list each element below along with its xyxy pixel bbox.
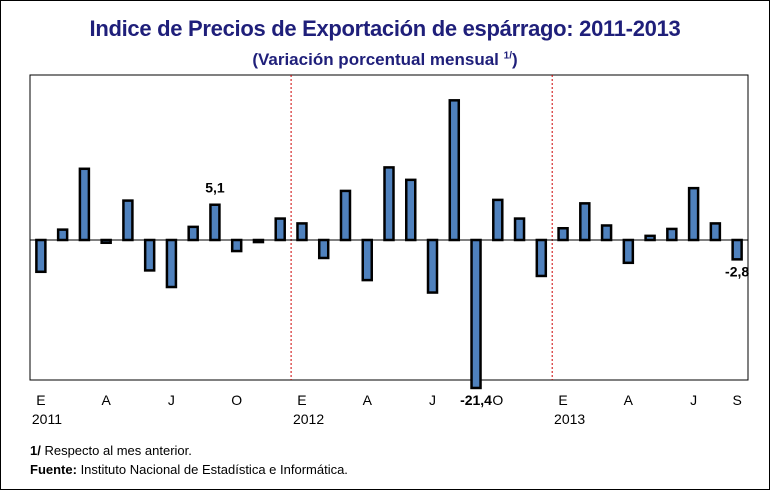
data-label-33: -2,8 <box>725 263 749 279</box>
bar-25 <box>557 226 569 242</box>
data-label-21: -21,4 <box>460 392 492 408</box>
x-tick-label-2: A <box>101 392 111 408</box>
bar-5 <box>122 199 134 242</box>
bar-18 <box>405 178 417 242</box>
bar-12 <box>274 217 286 242</box>
plot-area <box>29 74 749 381</box>
x-tick-label-6: A <box>363 392 373 408</box>
footnotes: 1/ Respecto al mes anterior. Fuente: Ins… <box>30 441 348 479</box>
footnote-1-text: Respecto al mes anterior. <box>40 443 192 458</box>
chart-subtitle: (Variación porcentual mensual 1/) <box>0 50 770 70</box>
data-label-9: 5,1 <box>205 180 225 196</box>
bar-23 <box>513 217 526 242</box>
year-label-1: 2011 <box>32 411 62 427</box>
bar-31 <box>687 186 700 242</box>
source-text: Instituto Nacional de Estadística e Info… <box>76 462 348 477</box>
bar-28 <box>622 238 635 265</box>
bar-10 <box>230 238 243 253</box>
bar-14 <box>317 238 330 260</box>
footnote-1: 1/ Respecto al mes anterior. <box>30 441 348 460</box>
bar-8 <box>187 225 199 242</box>
chart-title: Indice de Precios de Exportación de espá… <box>89 16 681 41</box>
subtitle-close: ) <box>511 50 518 69</box>
bar-33 <box>731 238 743 261</box>
subtitle-footnote-mark: 1/ <box>503 50 512 62</box>
bar-9 <box>209 203 221 242</box>
bar-13 <box>296 222 308 242</box>
bar-16 <box>361 238 373 282</box>
bar-24 <box>535 238 548 278</box>
source-note: Fuente: Instituto Nacional de Estadístic… <box>30 460 348 479</box>
bar-30 <box>666 227 678 242</box>
x-tick-label-5: E <box>297 392 306 408</box>
year-label-2: 2012 <box>293 411 324 427</box>
bar-29 <box>644 234 656 242</box>
bar-15 <box>339 189 352 242</box>
bar-6 <box>143 238 156 272</box>
bar-17 <box>383 166 395 242</box>
source-key: Fuente: <box>30 462 77 477</box>
x-tick-label-11: J <box>690 392 697 408</box>
x-tick-label-8: O <box>492 392 503 408</box>
footnote-1-key: 1/ <box>30 443 41 458</box>
bar-3 <box>78 167 91 242</box>
bar-11 <box>252 238 265 244</box>
subtitle-text: (Variación porcentual mensual <box>252 50 504 69</box>
bar-1 <box>35 238 47 274</box>
bar-19 <box>426 238 439 294</box>
bar-20 <box>448 99 461 242</box>
bar-32 <box>709 222 722 242</box>
bar-26 <box>579 202 591 242</box>
bar-22 <box>492 198 504 242</box>
year-label-3: 2013 <box>554 411 585 427</box>
bar-7 <box>165 238 178 289</box>
bar-4 <box>100 238 112 245</box>
x-tick-label-10: A <box>624 392 634 408</box>
x-tick-label-1: E <box>36 392 45 408</box>
bar-2 <box>56 228 69 242</box>
x-tick-label-12: S <box>732 392 741 408</box>
x-tick-label-4: O <box>231 392 242 408</box>
bar-21 <box>470 238 482 390</box>
bar-27 <box>600 224 613 242</box>
x-tick-label-3: J <box>168 392 175 408</box>
x-tick-label-7: J <box>429 392 436 408</box>
x-tick-label-9: E <box>558 392 567 408</box>
